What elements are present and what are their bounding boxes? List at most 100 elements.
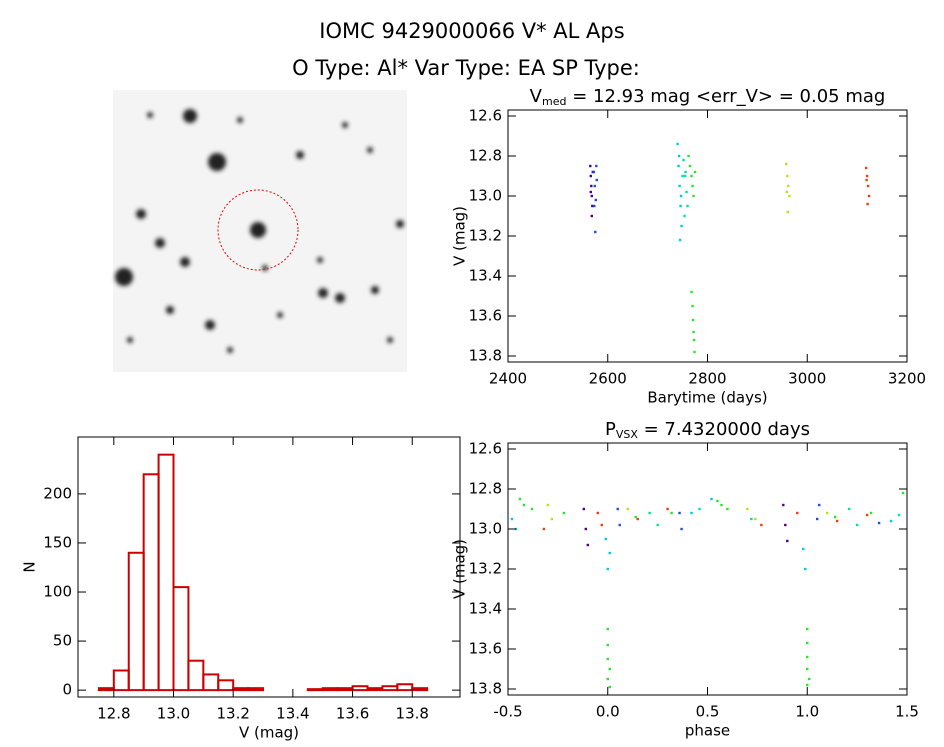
data-point xyxy=(590,194,593,198)
histogram-bar xyxy=(142,473,160,692)
data-point xyxy=(710,497,713,501)
data-point xyxy=(865,178,868,182)
data-point xyxy=(692,194,695,198)
data-point xyxy=(595,164,598,168)
title-part: = 7.4320000 days xyxy=(638,419,810,440)
data-point xyxy=(833,515,837,519)
y-tick-label: 13.6 xyxy=(469,307,502,325)
data-point xyxy=(589,190,592,194)
histogram-bar xyxy=(157,453,175,692)
x-tick-label: 1.5 xyxy=(895,703,919,721)
x-tick-label: 2400 xyxy=(489,370,527,388)
data-point xyxy=(680,224,683,228)
data-point xyxy=(726,507,729,511)
data-point xyxy=(683,174,687,178)
histogram-bar xyxy=(232,687,250,692)
data-point xyxy=(867,194,871,198)
data-point xyxy=(590,184,593,188)
page-title: IOMC 9429000066 V* AL Aps xyxy=(319,19,624,43)
data-point xyxy=(676,142,679,146)
data-point xyxy=(604,537,607,541)
plot-frame xyxy=(77,436,461,698)
data-point xyxy=(656,523,659,527)
histogram-bar xyxy=(321,687,339,692)
plot-frame xyxy=(507,442,908,696)
data-point xyxy=(816,517,819,521)
x-tick-label: 13.4 xyxy=(276,705,309,723)
data-point xyxy=(589,174,592,178)
data-point xyxy=(648,511,651,515)
data-point xyxy=(666,507,669,511)
histogram-bar xyxy=(396,683,414,692)
data-point xyxy=(678,184,681,188)
data-point xyxy=(683,214,686,218)
data-point xyxy=(877,521,881,525)
data-point xyxy=(784,523,787,527)
data-point xyxy=(806,667,809,671)
histogram-bar xyxy=(187,659,205,692)
data-point xyxy=(869,511,873,515)
data-point xyxy=(636,517,639,521)
chart-panel: Vmed = 12.93 mag <err_V> = 0.05 mag 2400 2… xyxy=(451,86,927,407)
x-tick-label: 13.2 xyxy=(216,705,249,723)
data-point xyxy=(698,507,701,511)
data-point xyxy=(618,523,621,527)
histogram-bar xyxy=(247,687,265,692)
data-point xyxy=(855,523,859,527)
data-point xyxy=(750,517,753,521)
data-point xyxy=(542,527,546,531)
y-tick-label: 0 xyxy=(62,681,72,699)
data-point xyxy=(691,304,694,308)
data-point xyxy=(806,683,809,687)
x-tick-label: 3200 xyxy=(888,370,926,388)
data-point xyxy=(786,174,789,178)
data-point xyxy=(593,204,596,208)
y-tick-label: 13.0 xyxy=(469,520,502,538)
x-axis-label: Barytime (days) xyxy=(647,389,767,407)
data-point xyxy=(788,194,791,198)
data-point xyxy=(693,350,696,354)
data-point xyxy=(692,330,695,334)
data-point xyxy=(594,198,597,202)
data-point xyxy=(608,551,611,555)
data-point xyxy=(596,511,599,515)
data-point xyxy=(606,643,609,647)
histogram-bar xyxy=(381,685,399,692)
data-point xyxy=(606,657,609,661)
y-tick-label: 12.6 xyxy=(469,440,502,458)
histogram-bar xyxy=(202,673,220,692)
data-point xyxy=(546,503,550,507)
y-tick-label: 13.4 xyxy=(469,267,502,285)
x-axis-label: V (mag) xyxy=(239,724,299,742)
data-point xyxy=(606,627,609,631)
x-tick-label: 12.8 xyxy=(97,705,130,723)
data-point xyxy=(594,230,597,234)
data-point xyxy=(865,174,869,178)
data-point xyxy=(510,517,514,521)
y-tick-label: 13.8 xyxy=(469,680,502,698)
y-axis-label: N xyxy=(21,561,39,572)
data-point xyxy=(806,627,809,631)
data-point xyxy=(866,184,870,188)
histogram-bar xyxy=(172,586,190,692)
histogram-bar xyxy=(366,687,384,692)
data-point xyxy=(634,515,637,519)
data-point xyxy=(782,503,785,507)
data-point xyxy=(687,154,690,158)
x-axis-label: phase xyxy=(685,722,730,740)
histogram-bar xyxy=(351,685,369,692)
data-point xyxy=(760,523,763,527)
data-point xyxy=(691,184,694,188)
title-part: = 12.93 mag <err_V> = 0.05 mag xyxy=(566,86,885,107)
x-tick-label: 2600 xyxy=(589,370,627,388)
data-point xyxy=(865,513,869,517)
chart-title: PVSX = 7.4320000 days xyxy=(605,419,810,441)
data-point xyxy=(600,523,603,527)
y-tick-label: 12.8 xyxy=(469,480,502,498)
title-part: VSX xyxy=(616,428,639,441)
data-point xyxy=(606,677,609,681)
histogram-bar xyxy=(306,688,324,692)
data-point xyxy=(616,507,619,511)
y-tick-label: 13.8 xyxy=(469,347,502,365)
x-tick-label: 2800 xyxy=(688,370,726,388)
